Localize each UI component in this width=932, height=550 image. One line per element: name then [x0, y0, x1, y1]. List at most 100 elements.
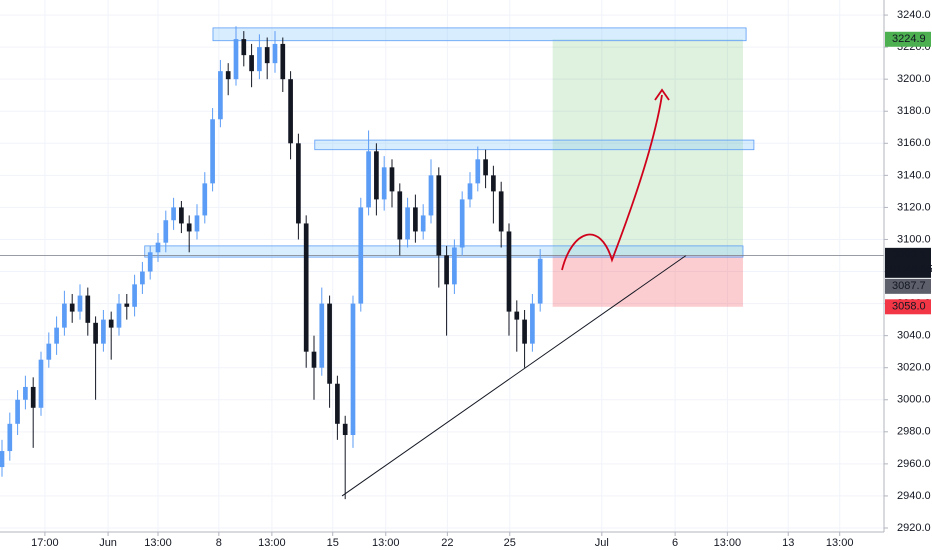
candle-body	[436, 175, 442, 256]
candle-body	[124, 303, 130, 307]
candle-body	[327, 303, 332, 384]
trend-line	[341, 255, 687, 497]
price-label: 3224.9	[892, 33, 926, 45]
candle-body	[77, 295, 83, 312]
price-label-box	[885, 299, 931, 315]
candle-body	[54, 327, 59, 344]
candle-body	[7, 423, 13, 452]
candle-body	[38, 359, 44, 408]
candle-body	[389, 167, 395, 192]
x-tick-label: 8	[216, 537, 222, 549]
y-tick-label: 3180.0	[897, 105, 931, 117]
candle-body	[218, 71, 223, 120]
zone	[144, 245, 744, 258]
candle-body	[498, 191, 504, 232]
candle-body	[288, 79, 293, 144]
candle-body	[452, 247, 457, 285]
candle-body	[280, 43, 286, 80]
projection-arrow	[561, 94, 663, 271]
candle-body	[467, 183, 473, 200]
target-zone	[552, 39, 743, 256]
y-tick-label: 3240.0	[897, 9, 931, 21]
price-label: 3087.7	[892, 280, 926, 292]
candle-body	[514, 311, 520, 320]
x-tick-label: 13:00	[258, 537, 286, 549]
candle-body	[108, 319, 114, 328]
candle-body	[444, 255, 449, 285]
candle-body	[93, 322, 98, 344]
candle-body	[194, 215, 200, 232]
x-tick-label: 22	[441, 537, 453, 549]
candle-body	[319, 303, 325, 368]
candle-body	[0, 451, 5, 468]
candle-body	[155, 242, 161, 253]
candle-body	[303, 223, 309, 352]
price-label-box	[885, 31, 931, 47]
candle-body	[62, 303, 67, 328]
x-tick-label: 13:00	[826, 537, 854, 549]
candle-body	[132, 284, 137, 307]
candle-body	[257, 47, 262, 72]
candle-body	[342, 423, 348, 436]
candle-body	[179, 207, 184, 224]
candle-body	[366, 151, 371, 208]
price-label-box	[885, 247, 931, 278]
candle-body	[15, 399, 20, 424]
y-tick-label: 3120.0	[897, 201, 931, 213]
candle-body	[101, 319, 106, 344]
candle-body	[186, 223, 192, 232]
candle-body	[272, 43, 278, 64]
candle-body	[335, 383, 340, 424]
y-tick-label: 3000.0	[897, 394, 931, 406]
y-tick-label: 3140.0	[897, 169, 931, 181]
candle-body	[522, 319, 527, 344]
x-tick-label: 6	[672, 537, 678, 549]
y-tick-label: 3200.0	[897, 73, 931, 85]
y-tick-label: 3040.0	[897, 330, 931, 342]
arrow-head	[654, 88, 670, 101]
candle-body	[147, 252, 153, 272]
x-tick-label: 15	[327, 537, 339, 549]
candle-body	[420, 215, 426, 232]
y-tick-label: 3020.0	[897, 362, 931, 374]
y-tick-label: 3100.0	[897, 233, 931, 245]
candle-body	[116, 303, 122, 328]
y-tick-label: 3160.0	[897, 137, 931, 149]
candle-body	[202, 183, 208, 216]
candle-body	[85, 295, 91, 323]
candle-body	[350, 303, 356, 436]
countdown: 01:48:55	[890, 264, 932, 276]
y-tick-label: 2940.0	[897, 490, 931, 502]
candle-body	[225, 71, 231, 80]
candle-body	[23, 386, 28, 400]
candle-body	[233, 39, 239, 80]
candle-body	[405, 207, 410, 240]
candle-body	[397, 191, 403, 240]
candle-body	[374, 151, 379, 200]
candle-body	[249, 55, 254, 72]
candle-body	[140, 271, 145, 285]
candle-body	[428, 175, 434, 216]
candle-body	[163, 220, 169, 243]
candle-body	[459, 199, 465, 248]
x-tick-label: 13:00	[372, 537, 400, 549]
x-tick-label: 17:00	[31, 537, 59, 549]
price-label-box	[885, 278, 931, 294]
x-tick-label: Jun	[99, 537, 117, 549]
candle-body	[296, 143, 301, 224]
candle-body	[506, 231, 512, 312]
x-tick-label: 25	[504, 537, 516, 549]
y-tick-label: 2980.0	[897, 426, 931, 438]
candle-body	[530, 303, 535, 344]
zone	[212, 27, 747, 42]
price-label: 3058.0	[892, 301, 926, 313]
y-tick-label: 2920.0	[897, 522, 931, 534]
candle-body	[171, 207, 176, 221]
price-label: 3090.1	[892, 249, 926, 261]
candle-body	[46, 343, 52, 360]
candle-body	[475, 159, 481, 184]
stop-zone	[552, 255, 743, 307]
x-tick-label: 13	[782, 537, 794, 549]
